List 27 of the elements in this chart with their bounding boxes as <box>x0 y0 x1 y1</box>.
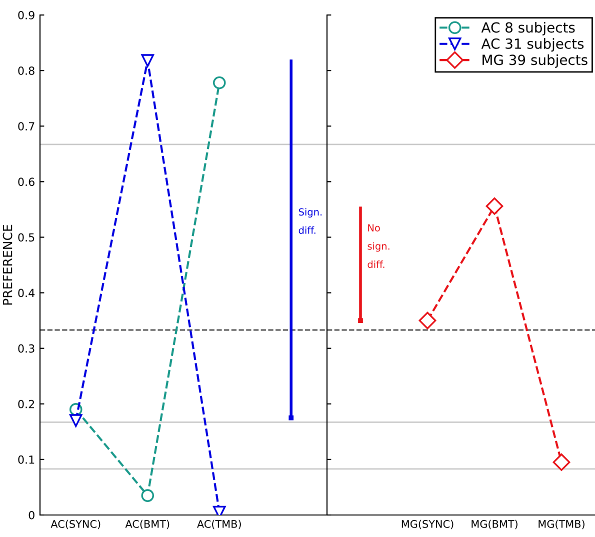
annotation: No sign. diff. <box>368 224 390 268</box>
point <box>288 415 294 420</box>
legend-label: AC 8 subjects <box>481 22 575 36</box>
y-tick-label: 0.7 <box>18 122 34 130</box>
point <box>69 414 82 427</box>
point <box>212 76 226 90</box>
annotation: Sign. diff. <box>298 208 322 234</box>
x-tick-label: AC(SYNC) <box>50 520 100 530</box>
y-tick-label: 0 <box>28 510 34 520</box>
y-tick-label: 0.3 <box>18 344 34 353</box>
point <box>141 489 154 502</box>
point <box>141 54 154 67</box>
y-axis-title: PREFERENCE <box>2 224 12 305</box>
legend-label: MG 39 subjects <box>482 54 588 68</box>
x-tick-label: MG(SYNC) <box>402 520 454 530</box>
y-tick-label: 0.8 <box>18 66 34 75</box>
y-tick-label: 0.1 <box>18 455 34 464</box>
y-tick-label: 0.6 <box>18 178 34 186</box>
x-tick-label: AC(BMT) <box>125 520 170 530</box>
x-tick-label: MG(TMB) <box>538 520 584 530</box>
y-tick-label: 0.5 <box>18 233 34 242</box>
y-tick-label: 0.4 <box>18 288 35 298</box>
x-tick-label: AC(TMB) <box>197 520 241 530</box>
y-tick-label: 0.2 <box>18 400 34 408</box>
legend-label: AC 31 subjects <box>481 38 584 52</box>
y-tick-label: 0.9 <box>18 10 34 20</box>
x-tick-label: MG(BMT) <box>472 520 518 530</box>
